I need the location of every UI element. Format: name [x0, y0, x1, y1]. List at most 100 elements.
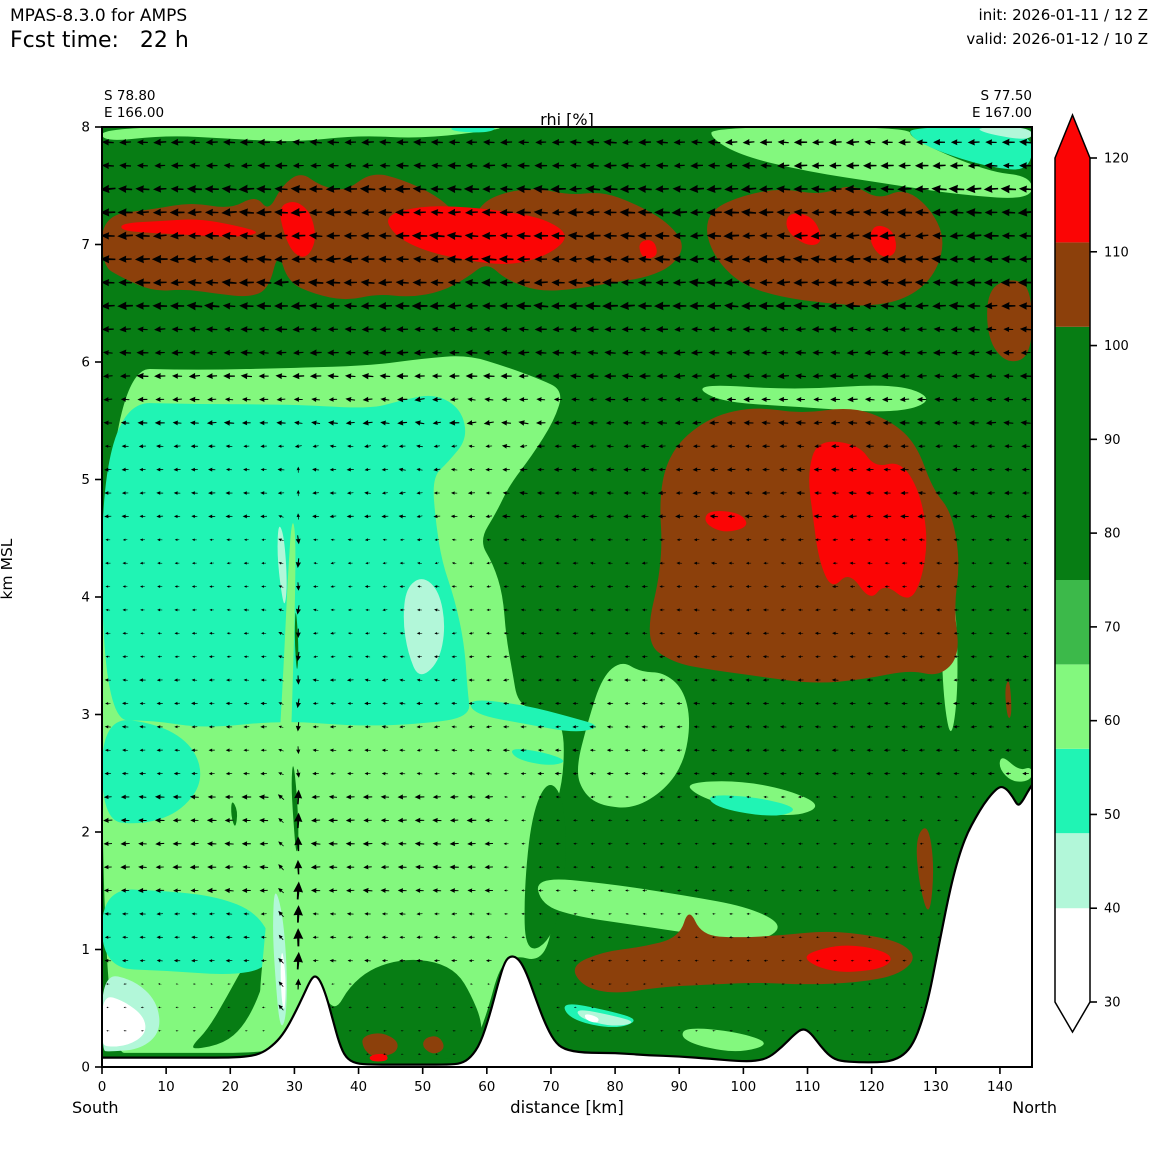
wind-arrow	[172, 420, 182, 426]
wind-arrow	[586, 138, 600, 146]
wind-arrow	[173, 491, 181, 495]
wind-arrow	[451, 959, 458, 963]
wind-arrow	[208, 771, 215, 776]
wind-arrow	[724, 302, 739, 310]
wind-arrow	[880, 185, 894, 193]
wind-arrow	[500, 373, 512, 380]
wind-arrow	[240, 162, 252, 169]
wind-arrow	[191, 538, 197, 542]
wind-arrow	[449, 818, 459, 823]
wind-arrow	[431, 350, 442, 356]
wind-arrow	[464, 255, 479, 263]
wind-arrow	[762, 771, 769, 776]
wind-arrow	[603, 372, 616, 380]
wind-arrow	[711, 842, 717, 846]
wind-arrow	[901, 538, 908, 542]
wind-arrow	[919, 959, 924, 962]
wind-arrow	[417, 608, 422, 612]
wind-arrow	[815, 866, 820, 869]
wind-arrow	[935, 608, 943, 612]
wind-arrow	[278, 910, 284, 918]
wind-arrow	[603, 232, 617, 240]
wind-arrow	[520, 772, 527, 776]
wind-arrow	[276, 397, 286, 402]
wind-arrow	[226, 655, 232, 658]
wind-arrow	[538, 959, 543, 962]
wind-arrow	[139, 491, 146, 495]
wind-arrow	[226, 678, 232, 682]
wind-arrow	[329, 444, 337, 449]
wind-arrow	[311, 794, 320, 800]
wind-arrow	[866, 584, 873, 589]
wind-arrow	[312, 608, 319, 612]
wind-arrow	[674, 326, 685, 332]
wind-arrow	[519, 490, 528, 496]
wind-arrow	[399, 561, 405, 565]
wind-arrow	[278, 864, 284, 871]
wind-arrow	[312, 444, 319, 448]
wind-arrow	[745, 561, 752, 565]
wind-arrow	[225, 771, 233, 776]
wind-arrow	[624, 561, 630, 565]
wind-arrow	[191, 935, 198, 940]
wind-arrow	[257, 138, 270, 146]
wind-arrow	[104, 678, 111, 682]
wind-arrow	[328, 864, 338, 870]
wind-arrow	[710, 748, 717, 752]
wind-arrow	[343, 185, 358, 193]
wind-arrow	[828, 162, 842, 169]
wind-arrow	[899, 396, 910, 403]
wind-arrow	[451, 935, 457, 939]
wind-arrow	[988, 585, 994, 588]
wind-arrow	[156, 701, 163, 706]
wind-arrow	[571, 514, 580, 519]
wind-arrow	[556, 983, 560, 985]
wind-arrow	[657, 490, 667, 496]
wind-arrow	[813, 514, 823, 519]
wind-arrow	[399, 748, 406, 752]
wind-arrow	[832, 819, 838, 822]
wind-arrow	[503, 889, 509, 892]
wind-arrow	[345, 817, 355, 823]
wind-arrow	[174, 912, 181, 916]
wind-arrow	[637, 231, 652, 240]
wind-arrow	[728, 701, 735, 706]
wind-arrow	[485, 725, 492, 729]
wind-arrow	[448, 349, 460, 356]
wind-arrow	[833, 912, 837, 915]
wind-arrow	[486, 631, 492, 635]
wind-quiver-overlay	[102, 138, 1032, 1056]
wind-arrow	[103, 864, 112, 870]
wind-arrow	[452, 1053, 456, 1056]
wind-arrow	[102, 255, 116, 264]
wind-arrow	[1021, 490, 1030, 495]
wind-arrow	[119, 326, 131, 333]
wind-arrow	[850, 1029, 855, 1032]
wind-arrow	[416, 701, 423, 706]
wind-arrow	[916, 139, 928, 146]
wind-arrow	[413, 162, 426, 170]
wind-arrow	[538, 631, 544, 635]
wind-arrow	[328, 420, 338, 426]
wind-arrow	[255, 255, 272, 264]
wind-arrow	[797, 655, 804, 659]
wind-arrow	[675, 514, 684, 519]
wind-arrow	[815, 748, 821, 752]
wind-arrow	[656, 420, 668, 426]
wind-arrow	[103, 420, 113, 426]
wind-arrow	[226, 632, 232, 635]
wind-arrow	[484, 818, 493, 823]
wind-arrow	[867, 889, 872, 892]
wind-arrow	[365, 561, 370, 565]
wind-arrow	[467, 794, 476, 800]
wind-arrow	[379, 162, 391, 169]
wind-arrow	[653, 301, 670, 311]
wind-arrow	[969, 490, 978, 496]
wind-arrow	[764, 1006, 768, 1009]
wind-arrow	[589, 444, 597, 449]
wind-arrow	[259, 420, 268, 426]
wind-arrow	[676, 678, 682, 682]
wind-arrow	[412, 278, 427, 287]
wind-arrow	[293, 928, 304, 947]
wind-arrow	[554, 444, 562, 449]
